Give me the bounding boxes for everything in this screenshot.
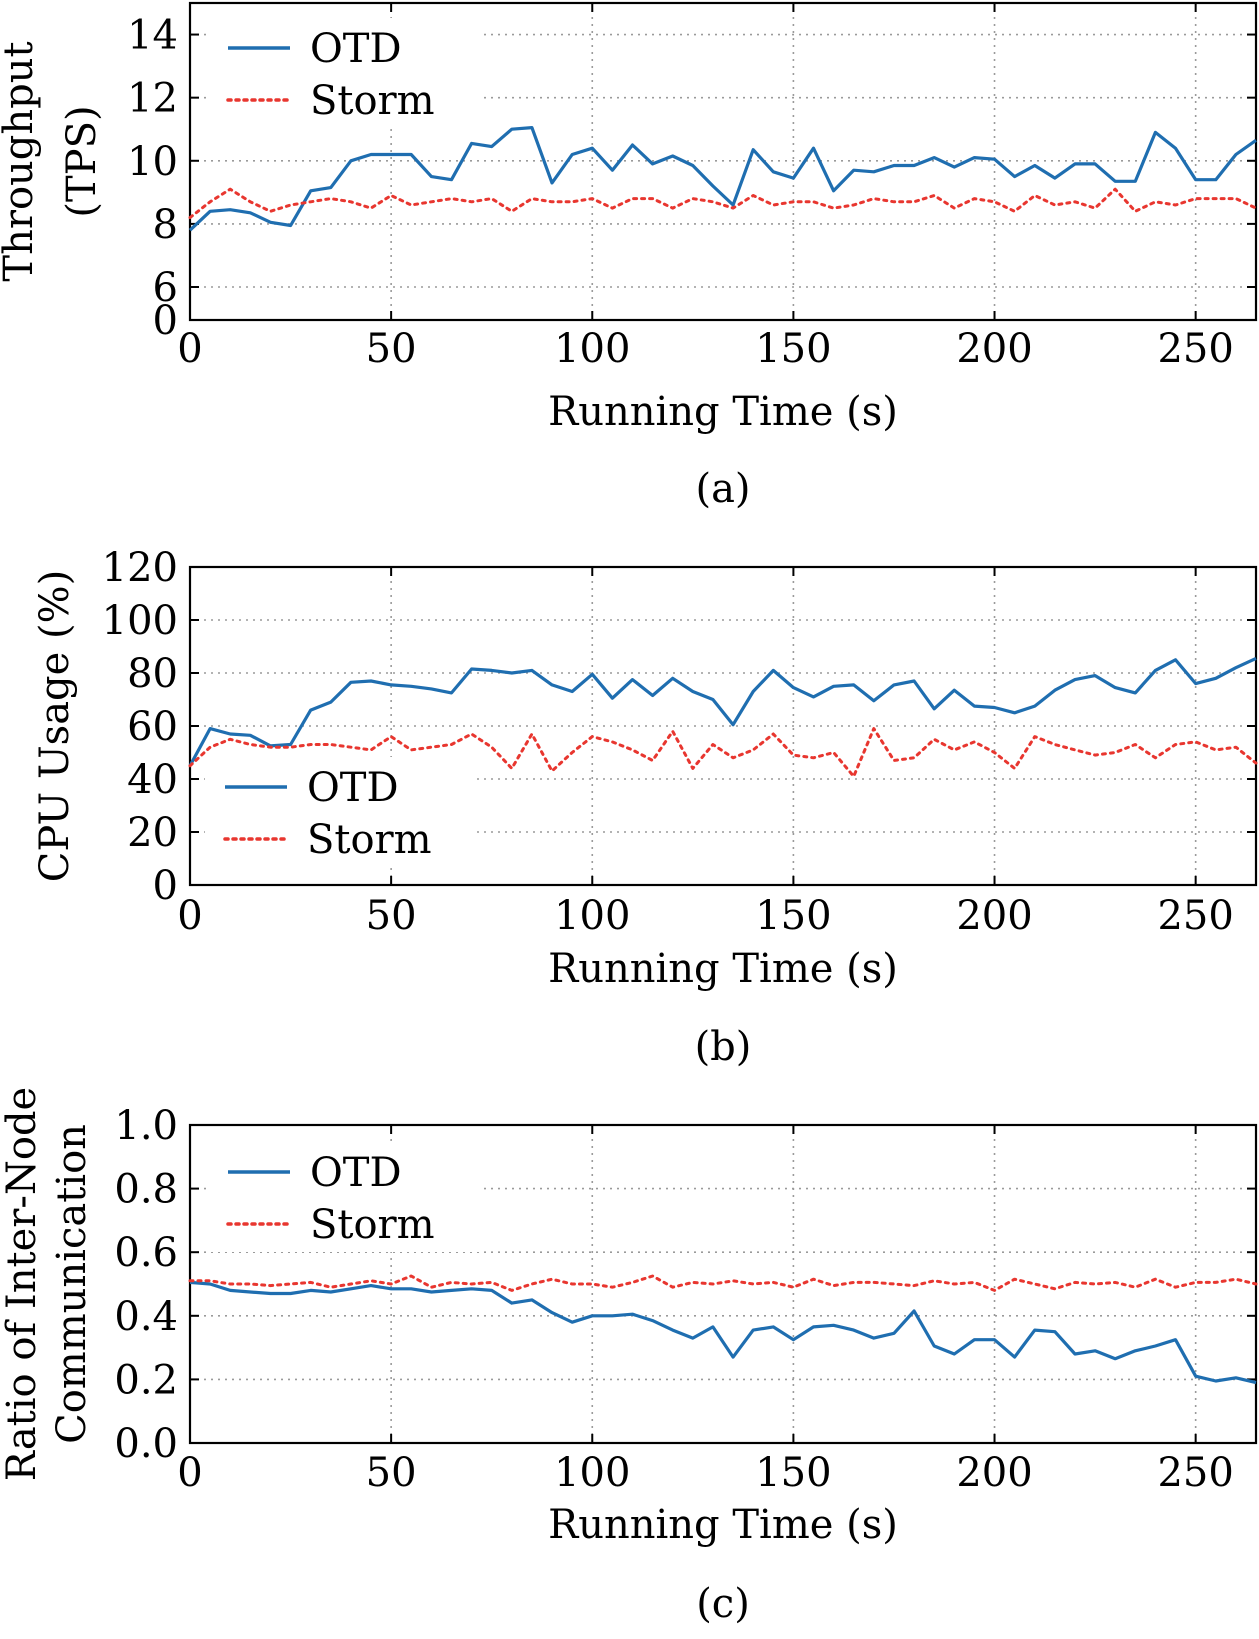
y-tick-label: 12	[127, 76, 178, 122]
series-line-storm	[188, 727, 1258, 778]
y-tick-label: 40	[127, 757, 178, 803]
x-tick-label: 200	[956, 1450, 1032, 1496]
y-tick-label: 100	[102, 598, 178, 644]
panel-caption: (c)	[696, 1581, 750, 1627]
x-tick-label: 100	[554, 1450, 630, 1496]
y-axis-title: Communication	[49, 1124, 95, 1444]
grid	[190, 567, 1256, 885]
y-tick-label: 10	[127, 139, 178, 185]
y-tick-label: 60	[127, 704, 178, 750]
y-tick-label: 0.6	[114, 1230, 178, 1276]
y-tick-label: 8	[153, 202, 178, 248]
x-tick-label: 50	[366, 893, 417, 939]
y-tick-label: 0	[153, 863, 178, 909]
x-tick-label: 150	[755, 1450, 831, 1496]
y-tick-label: 1.0	[114, 1103, 178, 1149]
x-axis-title: Running Time (s)	[548, 389, 898, 435]
series-line-otd	[189, 1280, 1257, 1385]
x-tick-label: 0	[177, 1450, 202, 1496]
legend-label-otd: OTD	[310, 26, 402, 72]
y-tick-label: 0.2	[114, 1357, 178, 1403]
legend-background	[210, 1142, 480, 1252]
x-tick-label: 0	[177, 893, 202, 939]
series-line-otd	[188, 125, 1257, 232]
x-tick-label: 150	[755, 326, 831, 372]
x-tick-label: 100	[554, 893, 630, 939]
y-axis-title: Ratio of Inter-Node	[0, 1087, 45, 1481]
legend-label-storm: Storm	[310, 78, 435, 124]
legend-label-otd: OTD	[307, 765, 399, 811]
x-tick-label: 250	[1157, 326, 1233, 372]
legend-label-storm: Storm	[310, 1202, 435, 1248]
y-tick-label: 14	[127, 13, 178, 59]
y-axis-title: CPU Usage (%)	[32, 570, 78, 883]
legend-background	[210, 18, 480, 128]
grid	[190, 1125, 1256, 1443]
y-tick-label: 120	[102, 545, 178, 591]
legend-label-otd: OTD	[310, 1150, 402, 1196]
chart-panel-c: 0 50 100 150 200 250 0.0 0.2 0.4 0.6 0.8 1.0 Ratio o…	[0, 1087, 1258, 1627]
x-tick-label: 50	[366, 1450, 417, 1496]
x-tick-label: 0	[177, 326, 202, 372]
x-tick-label: 200	[956, 326, 1032, 372]
y-tick-label: 0.0	[114, 1421, 178, 1467]
x-tick-label: 250	[1157, 1450, 1233, 1496]
x-tick-label: 100	[554, 326, 630, 372]
panel-caption: (b)	[695, 1024, 752, 1070]
legend: OTD Storm	[205, 757, 477, 867]
legend: OTD Storm	[210, 18, 480, 128]
y-tick-label: 0.8	[114, 1167, 178, 1213]
legend-background	[205, 757, 477, 867]
x-tick-label: 50	[366, 326, 417, 372]
x-tick-label: 250	[1157, 893, 1233, 939]
y-axis-title: (TPS)	[59, 105, 105, 217]
grid	[190, 3, 1256, 320]
x-tick-label: 200	[956, 893, 1032, 939]
y-tick-label: 80	[127, 651, 178, 697]
panel-caption: (a)	[695, 466, 750, 512]
x-axis-title: Running Time (s)	[548, 946, 898, 992]
y-tick-label: 0	[153, 298, 178, 344]
y-tick-label: 20	[127, 810, 178, 856]
y-axis-title: Throughput	[0, 41, 42, 281]
series-line-otd	[188, 656, 1257, 767]
legend: OTD Storm	[210, 1142, 480, 1252]
series-line-storm	[188, 1274, 1258, 1292]
y-tick-label: 6	[153, 265, 178, 311]
x-tick-label: 150	[755, 893, 831, 939]
y-tick-label: 0.4	[114, 1294, 178, 1340]
x-axis-title: Running Time (s)	[548, 1502, 898, 1548]
legend-label-storm: Storm	[307, 817, 432, 863]
series-line-storm	[188, 187, 1258, 220]
chart-panel-b: 0 50 100 150 200 250 0 20 40 60 80 100 120 CPU Usage …	[32, 545, 1258, 1070]
